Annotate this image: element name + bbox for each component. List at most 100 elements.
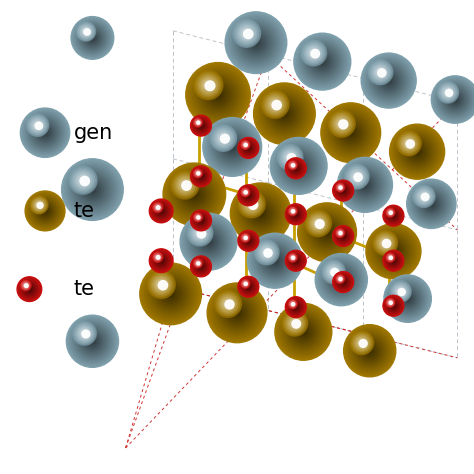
Circle shape <box>154 254 168 268</box>
Circle shape <box>175 175 213 213</box>
Circle shape <box>206 120 259 173</box>
Circle shape <box>245 192 252 199</box>
Circle shape <box>196 262 200 265</box>
Circle shape <box>244 191 247 194</box>
Circle shape <box>373 231 398 255</box>
Circle shape <box>197 263 205 270</box>
Circle shape <box>398 289 403 294</box>
Circle shape <box>335 228 352 245</box>
Circle shape <box>20 280 31 291</box>
Circle shape <box>272 101 297 126</box>
Circle shape <box>216 292 258 334</box>
Circle shape <box>40 206 50 216</box>
Circle shape <box>76 22 109 54</box>
Circle shape <box>246 285 250 289</box>
Circle shape <box>237 189 285 237</box>
Circle shape <box>242 29 270 56</box>
Circle shape <box>272 258 278 264</box>
Circle shape <box>286 315 320 349</box>
Circle shape <box>151 251 171 271</box>
Circle shape <box>407 142 410 145</box>
Circle shape <box>333 272 349 287</box>
Circle shape <box>386 209 394 217</box>
Circle shape <box>285 297 306 318</box>
Circle shape <box>340 188 346 193</box>
Circle shape <box>248 201 273 226</box>
Circle shape <box>242 234 249 241</box>
Circle shape <box>397 288 418 310</box>
Circle shape <box>333 272 354 292</box>
Circle shape <box>76 22 96 41</box>
Circle shape <box>405 296 410 301</box>
Circle shape <box>435 79 474 119</box>
Circle shape <box>310 50 317 56</box>
Circle shape <box>168 291 173 297</box>
Circle shape <box>242 142 255 154</box>
Circle shape <box>287 298 305 316</box>
Circle shape <box>337 276 349 288</box>
Circle shape <box>156 255 160 259</box>
Circle shape <box>405 139 429 164</box>
Circle shape <box>39 127 51 139</box>
Circle shape <box>289 254 303 268</box>
Circle shape <box>421 194 427 199</box>
Circle shape <box>398 289 417 308</box>
Circle shape <box>244 282 247 285</box>
Circle shape <box>303 209 351 256</box>
Circle shape <box>29 195 61 227</box>
Circle shape <box>219 134 246 160</box>
Circle shape <box>390 257 391 258</box>
Circle shape <box>211 287 263 338</box>
Circle shape <box>66 315 118 367</box>
Circle shape <box>199 264 203 268</box>
Circle shape <box>201 78 216 92</box>
Circle shape <box>246 238 251 244</box>
Circle shape <box>207 283 267 343</box>
Circle shape <box>290 163 301 174</box>
Circle shape <box>326 231 328 234</box>
Circle shape <box>384 297 402 315</box>
Circle shape <box>36 124 39 127</box>
Circle shape <box>82 179 85 182</box>
Circle shape <box>244 236 253 246</box>
Circle shape <box>444 89 452 96</box>
Circle shape <box>286 297 306 317</box>
Circle shape <box>321 227 333 238</box>
Circle shape <box>342 235 345 237</box>
Circle shape <box>289 301 302 314</box>
Circle shape <box>294 213 297 216</box>
Circle shape <box>295 35 349 89</box>
Circle shape <box>231 18 281 67</box>
Circle shape <box>272 139 326 193</box>
Circle shape <box>147 271 194 317</box>
Circle shape <box>258 210 264 216</box>
Circle shape <box>195 120 207 131</box>
Circle shape <box>291 302 301 312</box>
Circle shape <box>80 329 89 338</box>
Circle shape <box>392 214 395 218</box>
Circle shape <box>158 281 168 290</box>
Circle shape <box>252 237 298 284</box>
Circle shape <box>276 143 321 189</box>
Circle shape <box>420 193 442 215</box>
Circle shape <box>200 175 202 178</box>
Circle shape <box>291 302 301 312</box>
Circle shape <box>247 233 302 288</box>
Circle shape <box>283 312 306 335</box>
Circle shape <box>44 210 46 212</box>
Circle shape <box>378 69 386 77</box>
Circle shape <box>195 261 207 272</box>
Circle shape <box>291 256 294 259</box>
Circle shape <box>287 299 304 316</box>
Circle shape <box>156 206 166 216</box>
Circle shape <box>287 252 305 270</box>
Circle shape <box>79 24 106 52</box>
Circle shape <box>198 123 203 128</box>
Circle shape <box>373 231 414 272</box>
Circle shape <box>197 216 200 219</box>
Circle shape <box>72 18 113 58</box>
Circle shape <box>358 178 372 192</box>
Circle shape <box>448 92 462 107</box>
Circle shape <box>84 334 100 349</box>
Circle shape <box>379 71 398 90</box>
